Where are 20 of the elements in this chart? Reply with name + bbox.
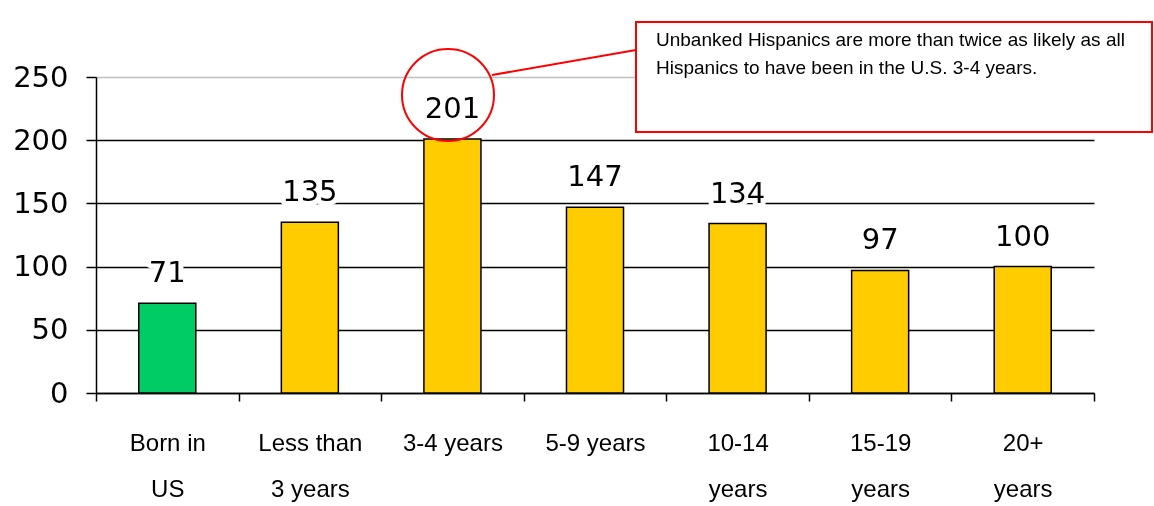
y-tick-label: 250 (13, 59, 69, 94)
data-label: 147 (567, 159, 623, 194)
y-tick-label: 200 (13, 122, 69, 157)
y-tick-label: 50 (31, 312, 69, 347)
x-tick-label: Born in US (129, 428, 206, 502)
x-tick-label: Less than 3 years (258, 428, 363, 502)
x-tick-label: 15-19 years (849, 428, 912, 502)
data-label: 134 (709, 175, 766, 210)
data-label: 100 (995, 218, 1051, 253)
y-tick-label: 150 (13, 185, 69, 220)
y-tick-label: 0 (50, 375, 69, 410)
data-label: 201 (424, 90, 481, 125)
x-tick-label: 3-4 years (402, 428, 503, 456)
y-tick-label: 100 (13, 249, 69, 284)
x-tick-label: 10-14 years (707, 428, 769, 502)
data-label: 135 (282, 174, 338, 209)
data-label: 97 (861, 222, 899, 257)
x-tick-label: 20+ years (993, 428, 1053, 502)
annotation: Unbanked Hispanics are more than twice as likely as all Hispanics to have been in the U.S. 3-4 years. (656, 29, 1125, 78)
x-tick-label: 5-9 years (545, 428, 646, 456)
